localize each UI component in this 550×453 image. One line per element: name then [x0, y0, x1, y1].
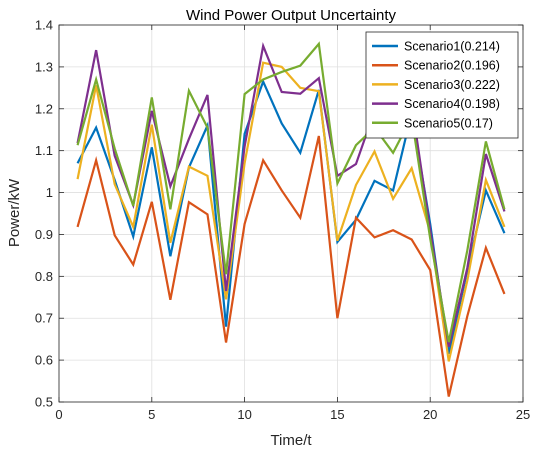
plot-frame — [58, 24, 524, 403]
y-tick-label: 1.3 — [35, 59, 53, 74]
y-tick-label: 0.6 — [35, 353, 53, 368]
y-tick-label: 1.2 — [35, 101, 53, 116]
y-axis-label: Power/kW — [6, 178, 23, 247]
y-tick-label: 0.8 — [35, 269, 53, 284]
series-line-scenario2 — [76, 135, 506, 397]
y-tick-label: 0.9 — [35, 227, 53, 242]
chart-title: Wind Power Output Uncertainty — [186, 7, 397, 24]
x-tick-label: 25 — [516, 407, 530, 422]
legend-label: Scenario4(0.198) — [404, 97, 500, 111]
series-line-scenario5 — [76, 41, 506, 343]
x-axis-label: Time/t — [270, 432, 312, 449]
x-tick-label: 20 — [423, 407, 437, 422]
legend: Scenario1(0.214) Scenario2(0.196) Scenario… — [365, 31, 519, 139]
x-tick-label: 5 — [148, 407, 155, 422]
x-tick-label: 0 — [55, 407, 62, 422]
series-layer — [76, 41, 506, 397]
y-tick-label: 1.1 — [35, 143, 53, 158]
y-tick-label: 0.7 — [35, 311, 53, 326]
ticks-layer: 0.5 0.6 0.7 0.8 0.9 1 1.1 1.2 1.3 1.4 0 5 10 15 20 25 — [35, 18, 530, 423]
y-tick-label: 1.4 — [35, 18, 53, 33]
legend-label: Scenario5(0.17) — [404, 116, 493, 130]
x-tick-label: 10 — [237, 407, 251, 422]
y-tick-label: 1 — [46, 185, 53, 200]
legend-label: Scenario3(0.222) — [404, 78, 500, 92]
legend-label: Scenario2(0.196) — [404, 59, 500, 73]
legend-label: Scenario1(0.214) — [404, 40, 500, 54]
y-tick-label: 0.5 — [35, 395, 53, 410]
x-tick-label: 15 — [330, 407, 344, 422]
